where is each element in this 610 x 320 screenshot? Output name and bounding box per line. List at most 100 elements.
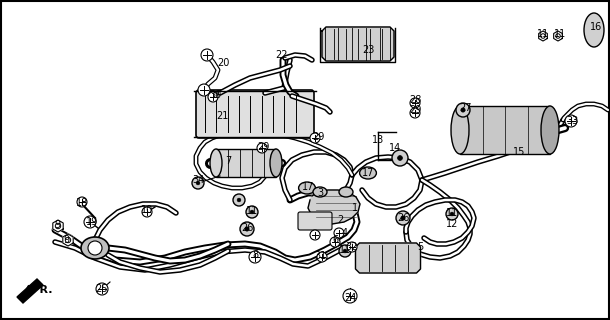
- Circle shape: [142, 207, 152, 217]
- Text: 15: 15: [513, 147, 525, 157]
- Polygon shape: [554, 31, 562, 41]
- Text: 13: 13: [372, 135, 384, 145]
- Circle shape: [330, 237, 340, 247]
- Bar: [460, 106, 550, 154]
- Circle shape: [410, 98, 420, 108]
- Circle shape: [196, 181, 200, 185]
- Text: 32: 32: [346, 242, 358, 252]
- Circle shape: [208, 92, 218, 102]
- Text: 30: 30: [209, 90, 221, 100]
- Circle shape: [343, 289, 357, 303]
- Circle shape: [96, 283, 108, 295]
- Text: 9: 9: [54, 220, 60, 230]
- FancyBboxPatch shape: [196, 90, 314, 138]
- Circle shape: [556, 34, 560, 38]
- Text: 29: 29: [312, 132, 324, 142]
- Circle shape: [246, 206, 258, 218]
- Circle shape: [245, 227, 249, 231]
- Text: 23: 23: [362, 45, 374, 55]
- Circle shape: [198, 84, 210, 96]
- Text: 2: 2: [337, 215, 343, 225]
- Text: 11: 11: [339, 245, 351, 255]
- Circle shape: [339, 245, 351, 257]
- Circle shape: [201, 49, 213, 61]
- Ellipse shape: [584, 13, 604, 47]
- Text: 3: 3: [317, 188, 323, 198]
- Circle shape: [310, 133, 320, 143]
- Text: 31: 31: [314, 251, 326, 261]
- Ellipse shape: [270, 149, 282, 177]
- Text: 28: 28: [409, 95, 421, 105]
- Ellipse shape: [360, 167, 376, 179]
- Ellipse shape: [451, 106, 469, 154]
- Circle shape: [77, 197, 87, 207]
- Polygon shape: [308, 190, 360, 224]
- Text: 5: 5: [417, 242, 423, 252]
- Text: 17: 17: [302, 182, 314, 192]
- Text: 10: 10: [141, 205, 153, 215]
- Text: 11: 11: [446, 208, 458, 218]
- Text: 26: 26: [241, 223, 253, 233]
- Text: FR.: FR.: [32, 285, 52, 295]
- Circle shape: [347, 242, 357, 252]
- Ellipse shape: [81, 237, 109, 259]
- Circle shape: [450, 212, 454, 216]
- Ellipse shape: [339, 187, 353, 197]
- Circle shape: [237, 198, 241, 202]
- Text: 8: 8: [252, 250, 258, 260]
- Text: 1: 1: [352, 203, 358, 213]
- Text: 29: 29: [409, 105, 421, 115]
- Text: 25: 25: [95, 284, 107, 294]
- Text: 4: 4: [342, 228, 348, 238]
- Polygon shape: [17, 279, 43, 303]
- Circle shape: [240, 222, 254, 236]
- Circle shape: [65, 237, 71, 243]
- Text: 16: 16: [590, 22, 602, 32]
- Text: 9: 9: [63, 235, 69, 245]
- Polygon shape: [539, 31, 547, 41]
- Polygon shape: [356, 243, 420, 273]
- Circle shape: [461, 108, 465, 112]
- Circle shape: [317, 252, 327, 262]
- Text: 29: 29: [257, 142, 269, 152]
- Circle shape: [540, 34, 545, 38]
- Circle shape: [398, 156, 403, 160]
- Ellipse shape: [313, 187, 327, 197]
- Circle shape: [334, 228, 344, 238]
- Polygon shape: [53, 220, 63, 232]
- Circle shape: [56, 223, 61, 229]
- Circle shape: [249, 251, 261, 263]
- Circle shape: [456, 103, 470, 117]
- Circle shape: [565, 115, 577, 127]
- Circle shape: [446, 208, 458, 220]
- Text: 12: 12: [446, 219, 458, 229]
- Text: 11: 11: [554, 29, 566, 39]
- Ellipse shape: [210, 149, 222, 177]
- Text: 20: 20: [217, 58, 229, 68]
- Text: 21: 21: [216, 111, 228, 121]
- FancyBboxPatch shape: [298, 212, 332, 230]
- Circle shape: [392, 150, 408, 166]
- Text: 34: 34: [192, 175, 204, 185]
- Text: 19: 19: [86, 217, 98, 227]
- Circle shape: [396, 211, 410, 225]
- Circle shape: [250, 210, 254, 214]
- Text: 11: 11: [246, 206, 258, 216]
- Text: 17: 17: [362, 168, 374, 178]
- Circle shape: [84, 216, 96, 228]
- Text: 18: 18: [76, 198, 88, 208]
- Text: 22: 22: [276, 50, 289, 60]
- Circle shape: [310, 230, 320, 240]
- Circle shape: [88, 241, 102, 255]
- Circle shape: [343, 249, 347, 253]
- Text: 11: 11: [537, 29, 549, 39]
- Ellipse shape: [541, 106, 559, 154]
- Text: 7: 7: [225, 156, 231, 166]
- Polygon shape: [63, 234, 73, 246]
- Text: 24: 24: [344, 293, 356, 303]
- Text: 33: 33: [566, 116, 578, 126]
- Ellipse shape: [299, 182, 315, 194]
- Circle shape: [257, 143, 267, 153]
- Polygon shape: [322, 27, 394, 61]
- Text: 26: 26: [397, 213, 409, 223]
